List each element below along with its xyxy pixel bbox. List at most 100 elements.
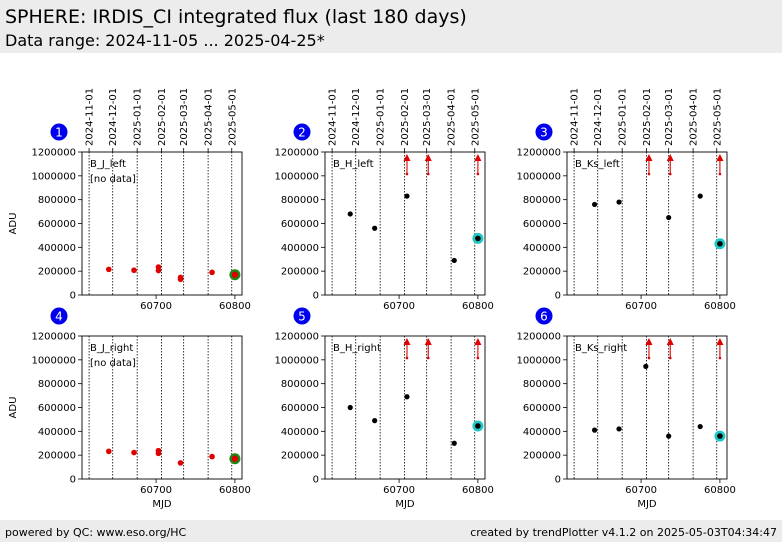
- y-tick-label: 200000: [523, 451, 561, 462]
- date-tick-label: 2025-03-01: [179, 88, 190, 146]
- panel-label: B_Ks_left: [575, 159, 620, 170]
- x-axis-label: MJD: [152, 499, 172, 510]
- panel-badge: [50, 123, 68, 141]
- header-bar: SPHERE: IRDIS_CI integrated flux (last 1…: [0, 0, 782, 53]
- outlier-arrow-head: [403, 338, 411, 345]
- y-tick-label: 800000: [38, 195, 76, 206]
- panel-label: B_Ks_right: [575, 343, 627, 354]
- y-axis-label: ADU: [8, 213, 19, 235]
- panel-note: [no data]: [90, 174, 136, 185]
- y-tick-label: 0: [70, 291, 76, 302]
- y-tick-label: 1000000: [516, 355, 561, 366]
- date-tick-label: 2025-05-01: [227, 88, 238, 146]
- y-tick-label: 200000: [281, 451, 319, 462]
- y-tick-label: 200000: [281, 267, 319, 278]
- outlier-arrow-head: [474, 154, 482, 161]
- y-axis-label: ADU: [8, 397, 19, 419]
- y-tick-label: 0: [70, 475, 76, 486]
- outlier-arrow-head: [716, 154, 724, 161]
- y-tick-label: 400000: [38, 427, 76, 438]
- y-tick-label: 1000000: [274, 355, 319, 366]
- x-tick-label: 60700: [383, 485, 415, 496]
- data-point-red: [177, 274, 184, 281]
- outlier-arrow-base: [718, 172, 722, 176]
- data-point: [404, 193, 410, 199]
- footer-created-by: created by trendPlotter v4.1.2 on 2025-0…: [470, 526, 777, 539]
- outlier-arrow-head: [716, 338, 724, 345]
- panel-badge: [535, 307, 553, 325]
- x-tick-label: 60700: [625, 301, 657, 312]
- latest-point: [717, 433, 723, 439]
- y-tick-label: 600000: [281, 219, 319, 230]
- y-tick-label: 200000: [38, 451, 76, 462]
- x-tick-label: 60800: [462, 301, 494, 312]
- outlier-arrow-head: [424, 154, 432, 161]
- x-axis-label: MJD: [637, 499, 657, 510]
- data-point-red: [177, 460, 184, 466]
- data-point: [347, 404, 353, 411]
- panel-badge: [293, 123, 311, 141]
- outlier-arrow-base: [647, 356, 651, 360]
- x-tick-label: 60700: [140, 485, 172, 496]
- panel-badge-number: 3: [540, 126, 548, 140]
- data-point-red: [105, 448, 112, 455]
- y-tick-label: 1200000: [516, 148, 561, 159]
- data-point: [666, 433, 672, 439]
- y-tick-label: 400000: [38, 243, 76, 254]
- latest-point: [231, 271, 239, 278]
- data-point: [697, 193, 703, 199]
- y-tick-label: 600000: [38, 219, 76, 230]
- outlier-arrow-base: [668, 356, 672, 360]
- date-tick-label: 2025-02-01: [642, 88, 653, 146]
- y-tick-label: 1200000: [274, 148, 319, 159]
- panel-badge-number: 1: [55, 126, 63, 140]
- outlier-arrow-base: [476, 172, 480, 176]
- x-tick-label: 60700: [383, 301, 415, 312]
- y-tick-label: 0: [555, 291, 561, 302]
- outlier-arrow-head: [424, 338, 432, 345]
- y-tick-label: 600000: [523, 403, 561, 414]
- panel-2: 0 200000 400000 600000 800000 1000000 1200000 6…: [274, 88, 493, 312]
- latest-point: [475, 423, 481, 429]
- panel-3: 0 200000 400000 600000 800000 1000000 1200000 6…: [516, 88, 735, 312]
- y-tick-label: 0: [313, 291, 319, 302]
- y-tick-label: 400000: [281, 243, 319, 254]
- panel-badge-number: 6: [540, 310, 548, 324]
- panel-badge: [50, 307, 68, 325]
- y-tick-label: 400000: [523, 243, 561, 254]
- date-tick-label: 2025-02-01: [400, 88, 411, 146]
- data-point: [616, 199, 622, 205]
- latest-point: [231, 455, 239, 462]
- y-tick-label: 800000: [281, 195, 319, 206]
- x-tick-label: 60800: [219, 485, 251, 496]
- date-tick-label: 2024-12-01: [351, 88, 362, 146]
- x-tick-label: 60800: [462, 485, 494, 496]
- panel-6: 0 200000 400000 600000 800000 1000000 1200000 6…: [516, 307, 736, 510]
- y-tick-label: 1000000: [31, 171, 76, 182]
- outlier-arrow-head: [645, 154, 653, 161]
- panel-4: 0 200000 400000 600000 800000 1000000 1200000 6…: [8, 307, 251, 510]
- outlier-arrow-base: [668, 172, 672, 176]
- panel-badge: [535, 123, 553, 141]
- date-tick-label: 2025-05-01: [712, 88, 723, 146]
- x-tick-label: 60800: [219, 301, 251, 312]
- panel-label: B_J_right: [90, 343, 133, 354]
- y-tick-label: 1000000: [516, 171, 561, 182]
- outlier-arrow-base: [405, 172, 409, 176]
- y-tick-label: 600000: [523, 219, 561, 230]
- outlier-arrow-base: [426, 172, 430, 176]
- date-tick-label: 2024-12-01: [108, 88, 119, 146]
- date-tick-label: 2025-05-01: [470, 88, 481, 146]
- page-title: SPHERE: IRDIS_CI integrated flux (last 1…: [5, 6, 467, 28]
- outlier-arrow-base: [647, 172, 651, 176]
- latest-point: [717, 240, 723, 247]
- outlier-arrow-head: [666, 154, 674, 161]
- data-point: [697, 423, 703, 430]
- y-tick-label: 800000: [523, 379, 561, 390]
- panel-1: 0 200000 400000 600000 800000 1000000 1200000 6…: [8, 88, 251, 312]
- outlier-arrow-base: [426, 356, 430, 360]
- footer-credit: powered by QC: www.eso.org/HC: [5, 526, 187, 539]
- data-point-red: [209, 269, 215, 276]
- y-tick-label: 1000000: [274, 171, 319, 182]
